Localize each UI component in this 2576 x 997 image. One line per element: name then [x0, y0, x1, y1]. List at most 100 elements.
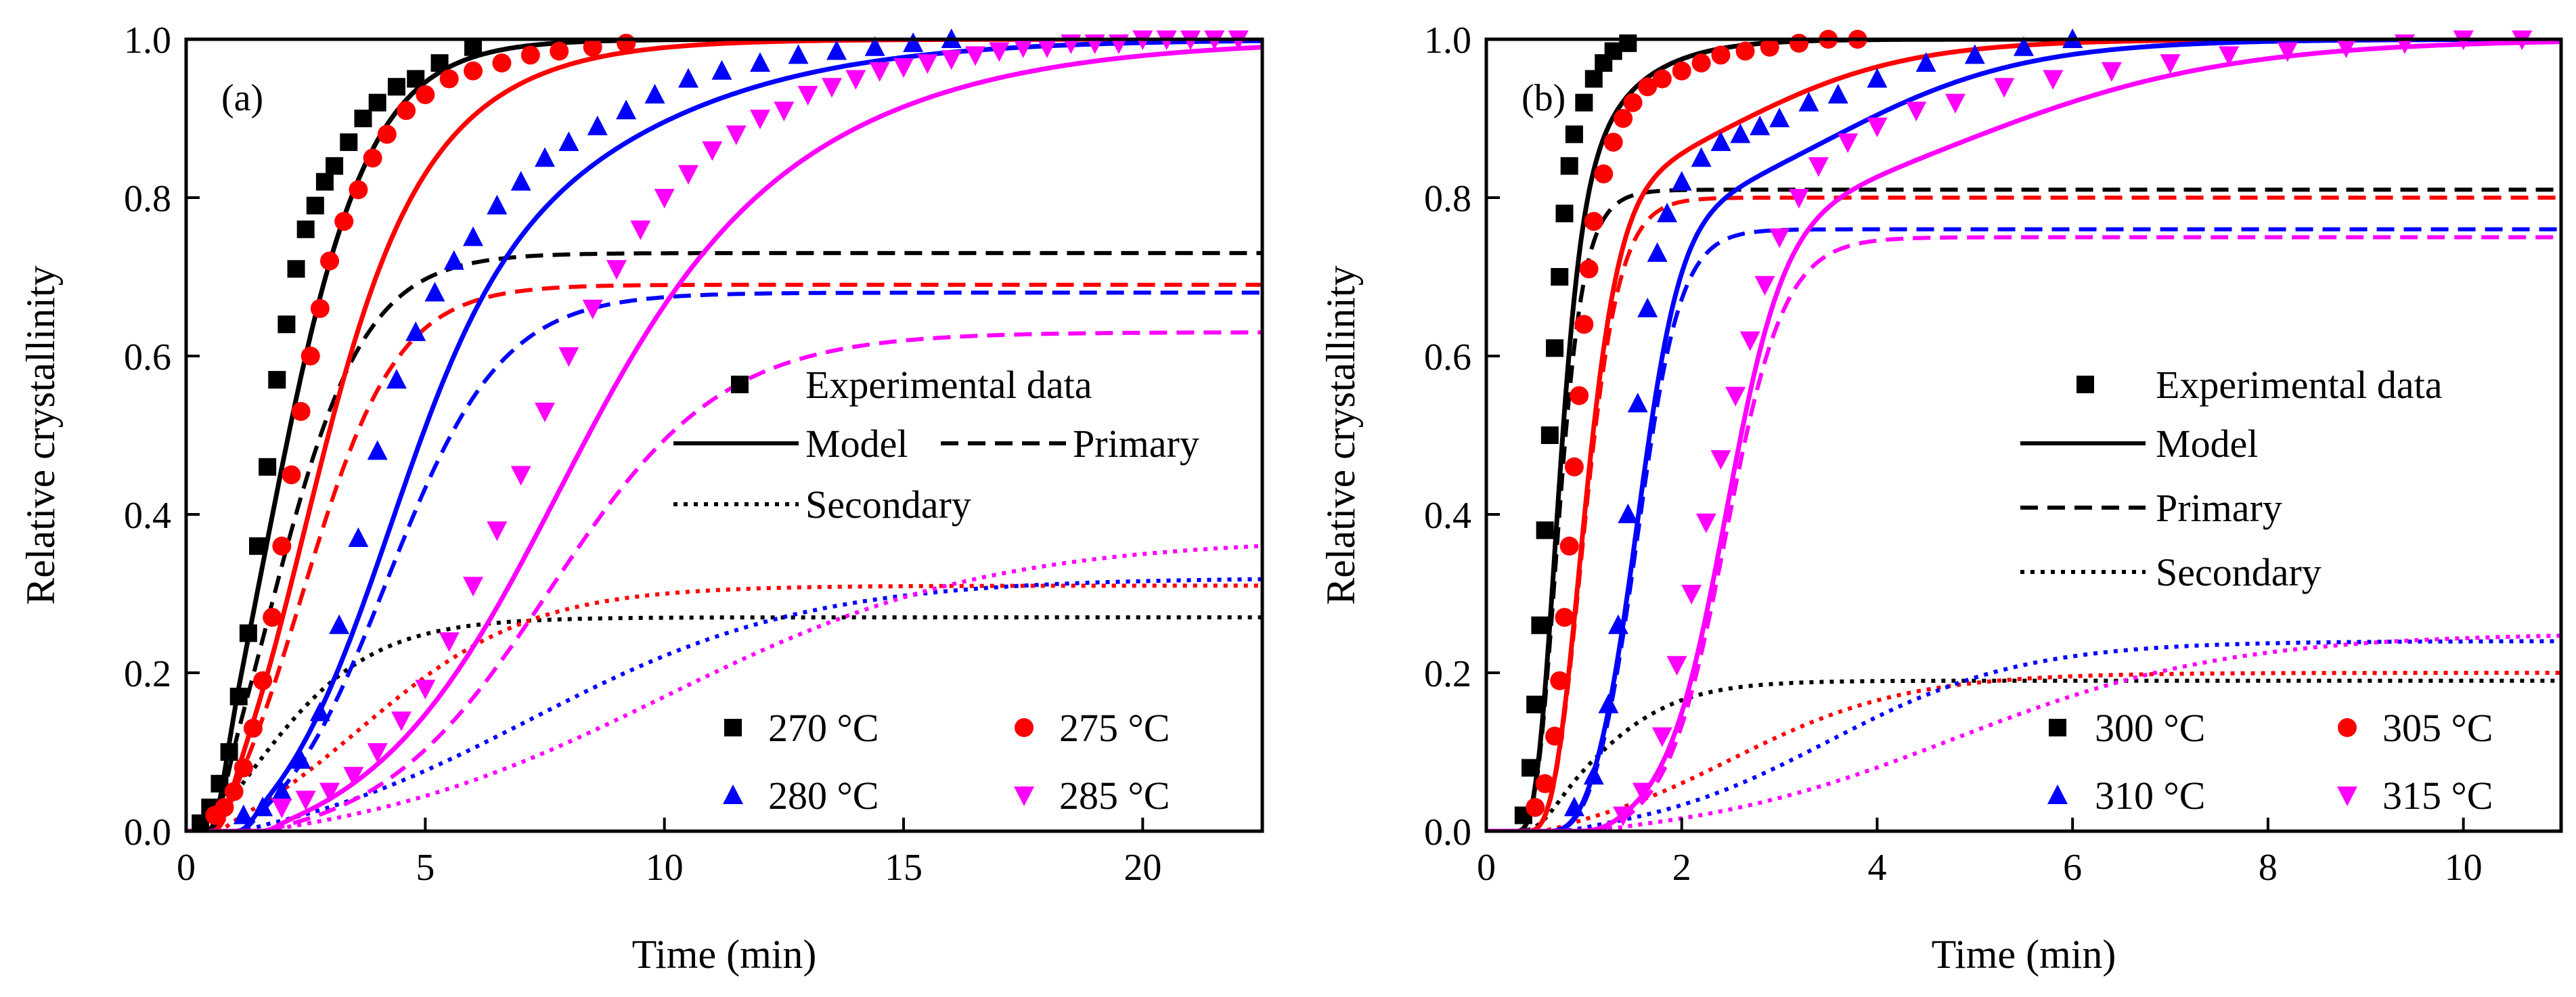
series-3-data-point [941, 50, 962, 70]
series-2-data-point [424, 282, 445, 302]
series-1-data-point [1691, 53, 1711, 73]
series-3-primary-curve [186, 330, 1262, 831]
series-2-data-point [1827, 83, 1848, 104]
legend-label-series-3: 285 °C [1059, 774, 1170, 818]
series-3-data-point [989, 42, 1010, 62]
series-1-data-point [282, 465, 301, 485]
series-3-data-point [1695, 513, 1716, 533]
series-0-data-point [1555, 204, 1574, 223]
series-0-data-point [1584, 70, 1603, 88]
series-1-data-point [263, 608, 282, 627]
legend-marker-series-1 [1015, 718, 1034, 737]
series-3-data-point [1681, 585, 1702, 604]
series-2-data-point [750, 52, 770, 72]
series-2-data-point [587, 115, 608, 135]
series-3-data-point [702, 141, 723, 161]
series-3-data-point [2160, 54, 2181, 74]
series-2-data-point [1730, 123, 1751, 143]
series-3-data-point [1651, 727, 1672, 747]
series-1-data-point [1550, 671, 1570, 690]
series-3-data-point [1666, 656, 1687, 676]
series-3-data-point [582, 299, 603, 319]
series-1-data-point [1564, 457, 1584, 477]
series-1-primary-curve [1486, 196, 2561, 831]
series-2-data-point [1750, 115, 1771, 135]
series-1-secondary-curve [186, 583, 1262, 831]
legend-label-model: Model [805, 422, 908, 466]
series-1-data-point [1614, 109, 1633, 128]
series-2-data-point [271, 780, 292, 801]
series-1-data-point [1579, 259, 1599, 279]
series-3-data-point [965, 46, 985, 66]
y-tick-label: 0.2 [124, 653, 171, 695]
series-3-data-point [1769, 228, 1790, 248]
series-1-data-point [492, 53, 512, 73]
series-2-data-point [1691, 147, 1712, 167]
x-tick-label: 4 [1867, 847, 1886, 889]
series-3-data-point [2277, 42, 2298, 62]
series-3-data-point [2101, 62, 2122, 82]
series-0-data-point [249, 537, 267, 555]
series-2-data-point [1710, 131, 1731, 152]
series-2-data-point [348, 527, 369, 548]
series-1-data-point [363, 148, 382, 168]
x-tick-label: 10 [2445, 847, 2483, 889]
series-3-data-point [797, 85, 818, 106]
series-2-data-point [1563, 796, 1584, 816]
y-axis-title: Relative crystallinity [1318, 265, 1363, 605]
series-3-data-point [487, 521, 508, 541]
series-0-data-point [306, 196, 324, 215]
series-1-data-point [397, 101, 416, 120]
series-0-data-point [1560, 157, 1578, 175]
series-2-data-point [558, 131, 579, 152]
series-0-data-point [1551, 268, 1569, 286]
series-3-data-point [774, 102, 795, 122]
series-1-data-point [583, 37, 602, 57]
series-3-data-point [1739, 331, 1760, 351]
series-0-data-point [268, 371, 286, 389]
legend-label-primary: Primary [1073, 422, 1199, 466]
series-0-data-point [220, 743, 238, 761]
x-tick-label: 8 [2259, 847, 2278, 889]
legend-label-series-1: 305 °C [2382, 706, 2493, 750]
series-0-data-point [315, 173, 334, 191]
series-3-data-point [295, 791, 316, 811]
x-tick-label: 0 [177, 847, 196, 889]
series-3-secondary-curve [186, 544, 1262, 831]
series-1-data-point [1559, 536, 1579, 556]
series-0-total-curve [1486, 39, 2561, 831]
legend-marker-series-1 [2338, 718, 2357, 737]
series-3-data-point [535, 402, 555, 422]
series-1-data-point [1735, 41, 1755, 61]
series-0-data-point [464, 38, 482, 56]
legend-label-series-3: 315 °C [2382, 774, 2493, 818]
legend-marker-series-2 [2047, 784, 2068, 804]
series-0-data-point [387, 78, 405, 96]
legend-marker-series-3 [2337, 786, 2357, 806]
x-axis-title: Time (min) [632, 932, 817, 977]
y-axis-title: Relative crystallinity [18, 265, 63, 605]
series-2-data-point [252, 796, 273, 816]
y-tick-label: 1.0 [1424, 20, 1471, 62]
y-tick-label: 0.4 [124, 495, 171, 537]
series-1-data-point [234, 758, 253, 778]
series-1-data-point [550, 41, 569, 61]
series-1-data-point [1603, 133, 1623, 152]
plot-frame [1484, 37, 2563, 833]
series-3-data-point [2043, 70, 2064, 90]
series-2-secondary-curve [1486, 639, 2561, 831]
series-3-data-point [606, 260, 627, 280]
x-tick-label: 6 [2063, 847, 2082, 889]
series-2-data-point [233, 804, 254, 824]
series-0-data-point [1575, 93, 1593, 112]
series-1-primary-curve [186, 282, 1262, 831]
series-2-data-point [1798, 91, 1819, 112]
series-3-data-point [1788, 189, 1809, 208]
series-1-data-point [253, 671, 273, 690]
series-1-data-point [1652, 69, 1672, 89]
series-1-data-point [464, 61, 483, 81]
series-1-data-point [1623, 93, 1643, 112]
series-3-data-point [1754, 275, 1775, 296]
series-0-data-point [277, 315, 296, 334]
series-1-data-point [1711, 45, 1731, 65]
